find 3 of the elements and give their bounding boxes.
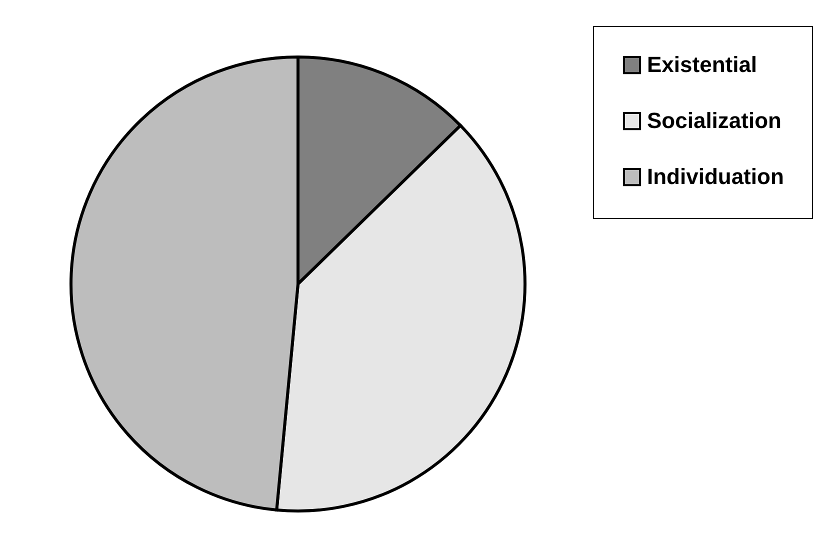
legend-label: Existential bbox=[647, 52, 758, 77]
legend-label: Individuation bbox=[647, 164, 784, 189]
legend-label: Socialization bbox=[647, 108, 782, 133]
